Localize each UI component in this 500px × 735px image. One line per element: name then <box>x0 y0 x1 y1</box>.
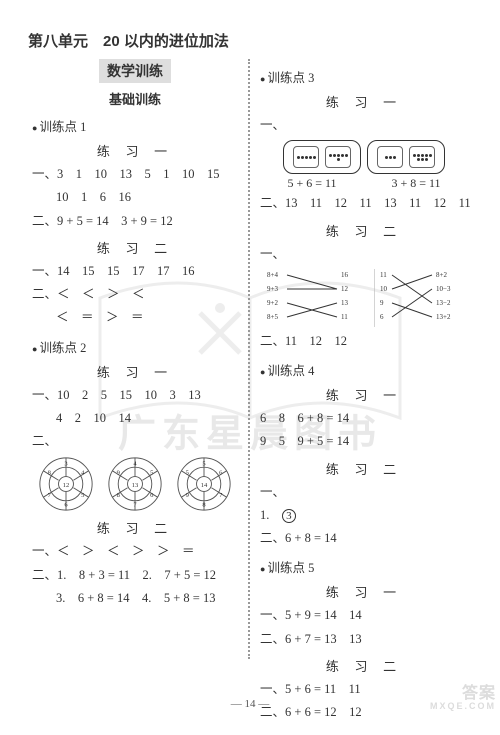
svg-text:7: 7 <box>133 502 137 509</box>
answer-line: 二、9 + 5 = 14 3 + 9 = 12 <box>32 211 238 232</box>
answer-line: 二、＜ ＜ ＞ ＜ <box>32 284 238 305</box>
basic-training-head: 基础训练 <box>32 89 238 108</box>
svg-text:10−3: 10−3 <box>436 285 451 293</box>
matching-row: 8+49+39+28+5 16121311 111096 8+210−313− <box>260 269 468 327</box>
section-box: 数学训练 <box>99 59 171 83</box>
svg-text:6: 6 <box>150 492 154 499</box>
svg-text:5: 5 <box>185 470 188 477</box>
svg-text:13: 13 <box>132 482 139 489</box>
answer-line: 一、 <box>260 115 468 136</box>
svg-text:7: 7 <box>219 492 223 499</box>
svg-text:12: 12 <box>341 285 349 293</box>
svg-text:8+2: 8+2 <box>436 271 447 279</box>
answer-line: 一、 <box>260 482 468 503</box>
svg-text:9+2: 9+2 <box>267 299 278 307</box>
train-point-2: 训练点 2 <box>32 337 238 356</box>
answer-line: 二、6 + 6 = 12 12 <box>260 702 468 723</box>
answer-line: 3. 6 + 8 = 14 4. 5 + 8 = 13 <box>32 588 238 609</box>
flashcard-sub: 5 + 6 = 11 3 + 8 = 11 <box>260 176 468 191</box>
train-point-1: 训练点 1 <box>32 116 238 135</box>
answer-line: 二、1. 8 + 3 = 11 2. 7 + 5 = 12 <box>32 565 238 586</box>
svg-text:9: 9 <box>185 492 188 499</box>
matching-diagram: 11 10 9 6 8+2 10−3 13−2 13+2 <box>374 269 464 327</box>
svg-text:6: 6 <box>380 313 384 321</box>
svg-text:5: 5 <box>150 470 153 477</box>
svg-text:9+3: 9+3 <box>267 285 278 293</box>
tp2-ex2-title: 练 习 二 <box>32 518 238 537</box>
tp5-ex2-title: 练 习 二 <box>260 656 468 675</box>
train-point-5: 训练点 5 <box>260 557 468 576</box>
answer-line: 10 1 6 16 <box>32 187 238 208</box>
dot-group <box>325 146 351 168</box>
svg-text:13: 13 <box>341 299 349 307</box>
number-wheel: 12 34 56 78 <box>38 456 94 512</box>
svg-text:8+5: 8+5 <box>267 313 278 321</box>
answer-line: 一、5 + 9 = 14 14 <box>260 605 468 626</box>
dot-group <box>409 146 435 168</box>
flashcard <box>283 140 361 174</box>
answer-line: 一、5 + 6 = 11 11 <box>260 679 468 700</box>
answer-line: ＜ ＝ ＞ ＝ <box>32 307 238 328</box>
svg-text:13+2: 13+2 <box>436 313 451 321</box>
svg-text:14: 14 <box>200 482 207 489</box>
tp1-ex1-title: 练 习 一 <box>32 141 238 160</box>
svg-text:8: 8 <box>202 502 206 509</box>
answer-line: 一、10 2 5 15 10 3 13 <box>32 385 238 406</box>
answer-line: 二、6 + 8 = 14 <box>260 528 468 549</box>
wheel-row: 12 34 56 78 13 45 67 <box>32 456 238 512</box>
svg-text:9: 9 <box>380 299 384 307</box>
answer-line: 二、6 + 7 = 13 13 <box>260 629 468 650</box>
matching-diagram: 8+4 9+3 9+2 8+5 16 12 13 11 <box>265 269 355 327</box>
flashcard-row <box>260 140 468 174</box>
svg-text:8: 8 <box>117 492 121 499</box>
svg-text:5: 5 <box>202 461 205 468</box>
answer-line: 4 2 10 14 <box>32 408 238 429</box>
svg-text:12: 12 <box>63 482 70 489</box>
dot-group <box>293 146 319 168</box>
svg-text:11: 11 <box>380 271 387 279</box>
svg-text:8+4: 8+4 <box>267 271 278 279</box>
svg-text:9: 9 <box>117 470 120 477</box>
answer-line: 一、14 15 15 17 17 16 <box>32 261 238 282</box>
tp4-ex2-title: 练 习 二 <box>260 459 468 478</box>
answer-line: 二、 <box>32 431 238 452</box>
answer-line: 二、11 12 12 <box>260 331 468 352</box>
number-wheel: 13 4 5 6 7 8 9 <box>107 456 163 512</box>
tp3-ex2-title: 练 习 二 <box>260 221 468 240</box>
svg-text:11: 11 <box>341 313 348 321</box>
number-wheel: 14 56 78 95 <box>176 456 232 512</box>
tp5-ex1-title: 练 习 一 <box>260 582 468 601</box>
svg-text:6: 6 <box>65 502 69 509</box>
answer-line: 9 5 9 + 5 = 14 <box>260 431 468 452</box>
answer-line: 二、13 11 12 11 13 11 12 11 <box>260 193 468 214</box>
svg-text:7: 7 <box>48 492 52 499</box>
svg-text:5: 5 <box>81 492 84 499</box>
svg-text:3: 3 <box>65 461 68 468</box>
tp3-ex1-title: 练 习 一 <box>260 92 468 111</box>
answer-line: 6 8 6 + 8 = 14 <box>260 408 468 429</box>
svg-text:16: 16 <box>341 271 349 279</box>
svg-text:10: 10 <box>380 285 388 293</box>
right-column: 训练点 3 练 习 一 一、 5 + 6 = 11 3 + 8 = 11 二、1… <box>250 59 472 725</box>
train-point-4: 训练点 4 <box>260 360 468 379</box>
dot-group <box>377 146 403 168</box>
answer-line: 1. 3 <box>260 505 468 526</box>
tp1-ex2-title: 练 习 二 <box>32 238 238 257</box>
left-column: 数学训练 基础训练 训练点 1 练 习 一 一、3 1 10 13 5 1 10… <box>28 59 248 725</box>
answer-line: 一、 <box>260 244 468 265</box>
svg-text:4: 4 <box>133 461 137 468</box>
unit-title: 第八单元 20 以内的进位加法 <box>28 30 472 51</box>
svg-text:13−2: 13−2 <box>436 299 451 307</box>
answer-line: 一、3 1 10 13 5 1 10 15 <box>32 164 238 185</box>
tp2-ex1-title: 练 习 一 <box>32 362 238 381</box>
answer-line: 一、＜ ＞ ＜ ＞ ＞ ＝ <box>32 541 238 562</box>
train-point-3: 训练点 3 <box>260 67 468 86</box>
circled-number: 3 <box>282 509 296 523</box>
flashcard <box>367 140 445 174</box>
tp4-ex1-title: 练 习 一 <box>260 385 468 404</box>
